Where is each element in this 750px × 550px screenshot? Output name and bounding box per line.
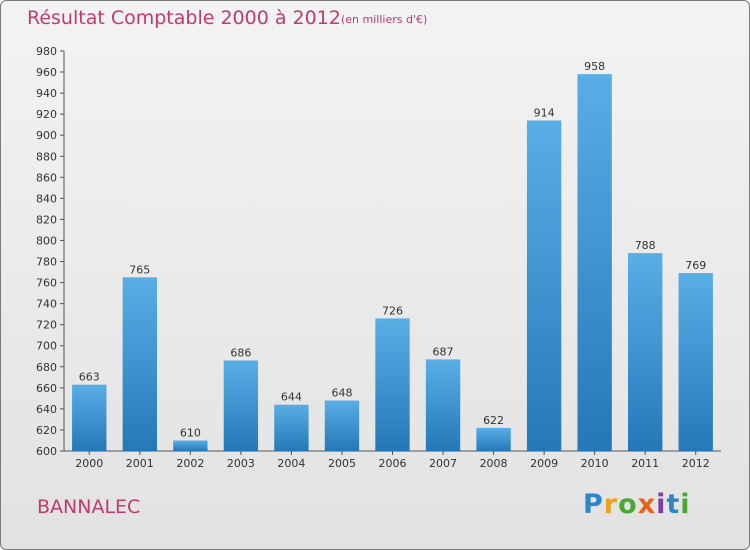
x-tick-label-2001: 2001 <box>126 457 154 470</box>
logo-letter: o <box>618 489 638 520</box>
value-label-2012: 769 <box>685 259 706 272</box>
bars-group: 663 765 610 686 644 648 726 687 622 914 958 788 769 <box>72 60 713 451</box>
value-label-2001: 765 <box>129 263 150 276</box>
value-label-2003: 686 <box>230 346 251 359</box>
x-tick-label-2006: 2006 <box>379 457 407 470</box>
y-tick-label: 660 <box>36 382 57 395</box>
value-label-2005: 648 <box>331 386 352 399</box>
bar-2007 <box>425 359 461 451</box>
x-tick-label-2011: 2011 <box>631 457 659 470</box>
y-tick-label: 640 <box>36 403 57 416</box>
value-label-2008: 622 <box>483 414 504 427</box>
bar-2003 <box>223 360 259 451</box>
chart-title: Résultat Comptable 2000 à 2012 <box>27 7 341 29</box>
logo-letter: t <box>666 489 681 520</box>
y-tick-label: 740 <box>36 298 57 311</box>
logo-letter: i <box>656 489 667 520</box>
proxiti-logo: Proxiti <box>583 489 691 520</box>
x-tick-label-2009: 2009 <box>530 457 558 470</box>
value-label-2004: 644 <box>281 391 302 404</box>
y-tick-label: 620 <box>36 424 57 437</box>
logo-letter: x <box>637 489 657 520</box>
x-tick-label-2010: 2010 <box>581 457 609 470</box>
x-tick-label-2002: 2002 <box>176 457 204 470</box>
y-tick-label: 960 <box>36 66 57 79</box>
value-label-2010: 958 <box>584 60 605 73</box>
chart-subtitle: (en milliers d'€) <box>341 13 428 26</box>
logo-letter: r <box>603 489 619 520</box>
bar-2004 <box>274 404 309 451</box>
x-tick-label-2005: 2005 <box>328 457 356 470</box>
bar-2002 <box>173 440 208 451</box>
value-label-2009: 914 <box>534 106 555 119</box>
x-tick-label-2004: 2004 <box>277 457 305 470</box>
y-tick-label: 900 <box>36 129 57 142</box>
y-tick-label: 760 <box>36 277 57 290</box>
bar-2001 <box>122 277 157 451</box>
bar-2012 <box>678 273 713 451</box>
y-tick-label: 780 <box>36 256 57 269</box>
y-tick-label: 680 <box>36 361 57 374</box>
y-tick-label: 920 <box>36 108 57 121</box>
bar-2008 <box>476 427 511 451</box>
x-tick-label-2000: 2000 <box>75 457 103 470</box>
bar-2009 <box>526 120 562 451</box>
value-label-2007: 687 <box>433 345 454 358</box>
y-tick-label: 600 <box>36 445 57 458</box>
bar-2006 <box>375 318 410 451</box>
y-tick-label: 840 <box>36 192 57 205</box>
y-tick-label: 980 <box>36 45 57 58</box>
location-label: BANNALEC <box>37 496 141 518</box>
bar-2000 <box>72 384 107 451</box>
x-tick-label-2008: 2008 <box>480 457 508 470</box>
y-tick-label: 940 <box>36 87 57 100</box>
y-tick-label: 880 <box>36 150 57 163</box>
logo-letter: i <box>680 489 691 520</box>
bar-2010 <box>577 74 612 451</box>
value-label-2002: 610 <box>180 426 201 439</box>
logo-letter: P <box>583 489 604 520</box>
x-tick-label-2012: 2012 <box>682 457 710 470</box>
y-tick-label: 700 <box>36 340 57 353</box>
y-tick-label: 720 <box>36 319 57 332</box>
bar-2011 <box>628 253 663 451</box>
value-label-2000: 663 <box>79 371 100 384</box>
y-tick-label: 860 <box>36 171 57 184</box>
y-tick-label: 800 <box>36 234 57 247</box>
y-tick-label: 820 <box>36 213 57 226</box>
value-label-2006: 726 <box>382 304 403 317</box>
x-tick-label-2003: 2003 <box>227 457 255 470</box>
value-label-2011: 788 <box>635 239 656 252</box>
x-tick-label-2007: 2007 <box>429 457 457 470</box>
bar-2005 <box>324 400 360 451</box>
